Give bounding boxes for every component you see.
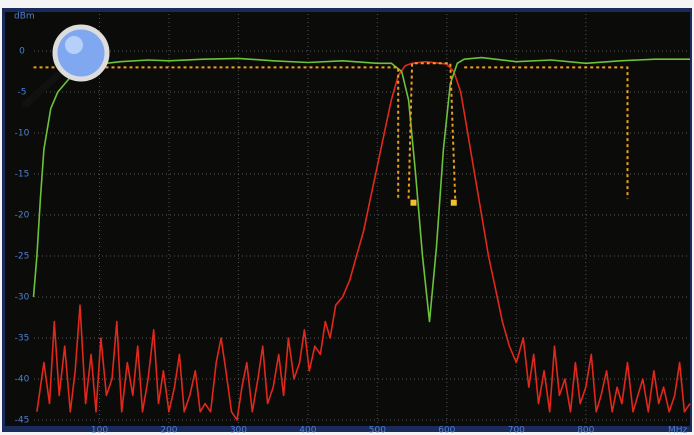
magnifier-icon [22, 24, 110, 108]
y-tick-label: 0 [19, 47, 25, 57]
y-tick-label: -15 [15, 170, 30, 180]
y-tick-label: -30 [15, 293, 30, 303]
x-tick-label: 500 [369, 426, 386, 435]
y-tick-label: -40 [15, 375, 30, 385]
plot-area [5, 12, 690, 426]
x-tick-label: 300 [230, 426, 247, 435]
y-tick-label: -20 [15, 211, 30, 221]
x-axis-label: MHz [668, 426, 688, 435]
trace [33, 62, 629, 199]
y-tick-label: -45 [15, 416, 30, 426]
y-axis-label: dBm [14, 12, 35, 22]
x-tick-label: 800 [577, 426, 594, 435]
x-tick-label: 100 [91, 426, 108, 435]
marker [410, 199, 417, 206]
trace [36, 60, 691, 421]
marker [450, 199, 457, 206]
y-tick-label: -25 [15, 252, 30, 262]
marks [32, 14, 691, 424]
x-tick-label: 600 [438, 426, 455, 435]
x-tick-label: 200 [160, 426, 177, 435]
y-tick-label: -35 [15, 334, 30, 344]
y-tick-label: -5 [18, 88, 27, 98]
x-tick-label: 400 [299, 426, 316, 435]
y-tick-label: -10 [15, 129, 30, 139]
x-tick-label: 700 [508, 426, 525, 435]
